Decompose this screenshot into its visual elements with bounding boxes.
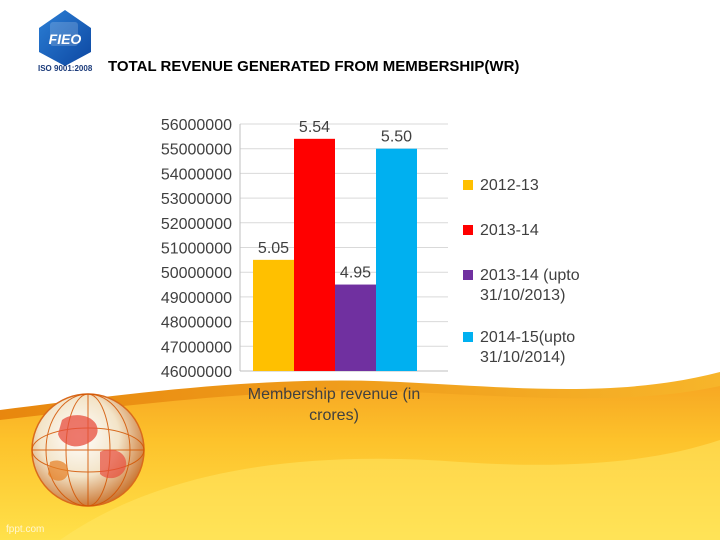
y-tick-label: 49000000 <box>161 290 232 307</box>
legend-label: 2012-13 <box>480 177 539 194</box>
y-tick-label: 48000000 <box>161 315 232 332</box>
fieo-logo: FIEO <box>39 10 91 66</box>
y-tick-label: 52000000 <box>161 216 232 233</box>
legend-swatch <box>463 225 473 235</box>
y-tick-label: 56000000 <box>161 117 232 134</box>
legend-swatch <box>463 270 473 280</box>
y-tick-label: 54000000 <box>161 166 232 183</box>
legend-label: 31/10/2014) <box>480 349 565 366</box>
y-tick-label: 46000000 <box>161 364 232 381</box>
logo-text: FIEO <box>49 31 82 47</box>
legend-label: 31/10/2013) <box>480 287 565 304</box>
x-axis-label: Membership revenue (in <box>248 386 421 403</box>
y-tick-label: 50000000 <box>161 265 232 282</box>
bar <box>253 259 294 371</box>
globe-icon <box>31 393 145 507</box>
x-axis-label-line-2: crores) <box>309 407 359 424</box>
legend-swatch <box>463 180 473 190</box>
y-axis: 46000000 47000000 48000000 49000000 50000000… <box>161 117 448 381</box>
bars <box>253 138 417 371</box>
bar <box>294 138 335 371</box>
watermark: fppt.com <box>6 524 45 535</box>
data-labels: 5.05 5.54 4.95 5.50 <box>258 119 412 282</box>
revenue-bar-chart: 46000000 47000000 48000000 49000000 50000000… <box>118 112 580 424</box>
y-tick-label: 51000000 <box>161 241 232 258</box>
bar <box>376 148 417 371</box>
legend-label: 2013-14 (upto <box>480 267 580 284</box>
legend-label: 2014-15(upto <box>480 329 575 346</box>
data-label: 5.05 <box>258 240 289 257</box>
legend-swatch <box>463 332 473 342</box>
data-label: 5.50 <box>381 129 412 146</box>
y-tick-label: 55000000 <box>161 142 232 159</box>
data-label: 5.54 <box>299 119 330 136</box>
slide-title: TOTAL REVENUE GENERATED FROM MEMBERSHIP(… <box>108 58 520 75</box>
legend-label: 2013-14 <box>480 222 539 239</box>
bar <box>335 284 376 371</box>
iso-certification-caption: ISO 9001:2008 <box>38 64 93 73</box>
bottom-wave-decoration <box>0 372 720 540</box>
data-label: 4.95 <box>340 265 371 282</box>
legend: 2012-13 2013-14 2013-14 (upto 31/10/2013) 20… <box>463 177 580 366</box>
y-tick-label: 53000000 <box>161 191 232 208</box>
y-tick-label: 47000000 <box>161 339 232 356</box>
